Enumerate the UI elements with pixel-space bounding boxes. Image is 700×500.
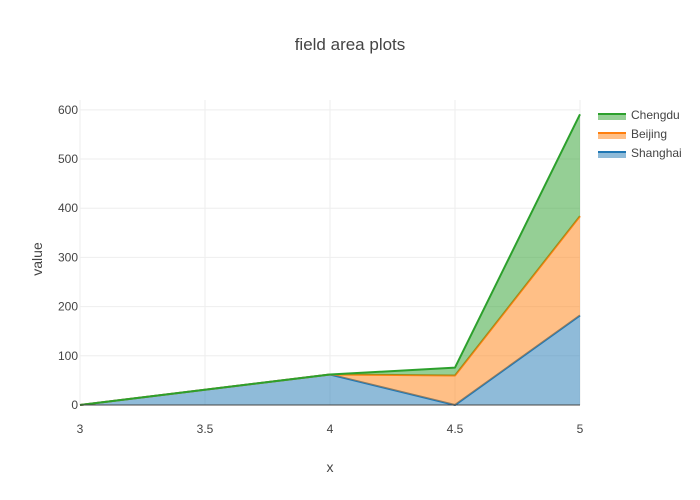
y-tick-label: 200 <box>58 300 78 314</box>
legend-swatch-shanghai <box>598 152 626 158</box>
chart-title: field area plots <box>295 35 406 54</box>
legend-swatch-beijing <box>598 133 626 139</box>
legend-item-shanghai[interactable]: Shanghai <box>598 146 682 160</box>
y-tick-label: 0 <box>71 398 78 412</box>
x-tick-label: 3 <box>77 422 84 436</box>
area-series <box>79 113 581 406</box>
y-tick-label: 300 <box>58 250 78 264</box>
y-tick-label: 500 <box>58 152 78 166</box>
legend-item-beijing[interactable]: Beijing <box>598 127 667 141</box>
legend-label-chengdu: Chengdu <box>631 108 680 122</box>
legend-label-beijing: Beijing <box>631 127 667 141</box>
x-tick-label: 4 <box>327 422 334 436</box>
legend-swatch-chengdu <box>598 114 626 120</box>
y-gridlines <box>80 109 580 357</box>
legend: Chengdu Beijing Shanghai <box>598 108 682 160</box>
area-shanghai <box>80 315 580 405</box>
y-tick-labels: 0 100 200 300 400 500 600 <box>58 103 78 412</box>
line-chengdu <box>79 113 581 406</box>
y-axis-title: value <box>29 242 45 276</box>
y-tick-label: 100 <box>58 349 78 363</box>
legend-label-shanghai: Shanghai <box>631 146 682 160</box>
legend-item-chengdu[interactable]: Chengdu <box>598 108 680 122</box>
x-tick-labels: 3 3.5 4 4.5 5 <box>77 422 584 436</box>
x-tick-label: 3.5 <box>197 422 214 436</box>
x-tick-label: 5 <box>577 422 584 436</box>
x-axis-title: x <box>327 459 334 475</box>
y-tick-label: 600 <box>58 103 78 117</box>
y-tick-label: 400 <box>58 201 78 215</box>
x-tick-label: 4.5 <box>447 422 464 436</box>
